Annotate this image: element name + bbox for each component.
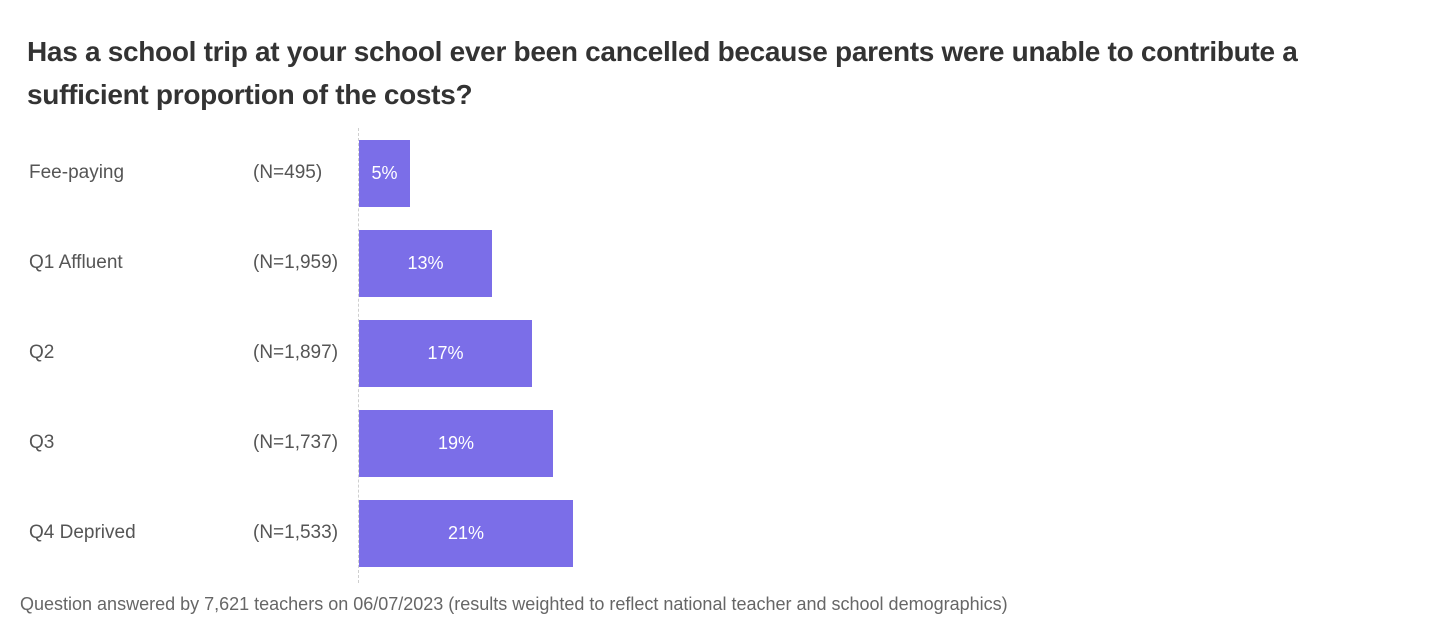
bar-value-label: 13% [407, 253, 444, 273]
bar: 21% [359, 500, 573, 567]
category-label: Q1 Affluent [29, 252, 123, 273]
category-label: Q4 Deprived [29, 522, 136, 543]
sample-size-label: (N=1,959) [253, 252, 339, 273]
category-label: Fee-paying [29, 162, 125, 183]
category-label: Q2 [29, 342, 55, 363]
sample-size-label: (N=1,533) [253, 522, 339, 543]
bar: 13% [359, 230, 492, 297]
bar: 5% [359, 140, 410, 207]
bar-value-label: 17% [427, 343, 464, 363]
category-label: Q3 [29, 432, 55, 453]
bar: 19% [359, 410, 553, 477]
baseline-axis [358, 128, 359, 583]
sample-size-label: (N=495) [253, 162, 323, 183]
chart-title: Has a school trip at your school ever be… [27, 36, 1298, 110]
bar-value-label: 19% [437, 433, 475, 453]
sample-size-label: (N=1,737) [253, 432, 339, 453]
bar-value-label: 5% [371, 163, 398, 183]
bar-chart: Fee-paying (N=495) 5% Q1 Affluent (N=1,959) 1… [0, 128, 1440, 583]
bar-value-label: 21% [447, 523, 485, 543]
sample-size-label: (N=1,897) [253, 342, 339, 363]
bar: 17% [359, 320, 532, 387]
footnote: Question answered by 7,621 teachers on 0… [20, 594, 1008, 614]
